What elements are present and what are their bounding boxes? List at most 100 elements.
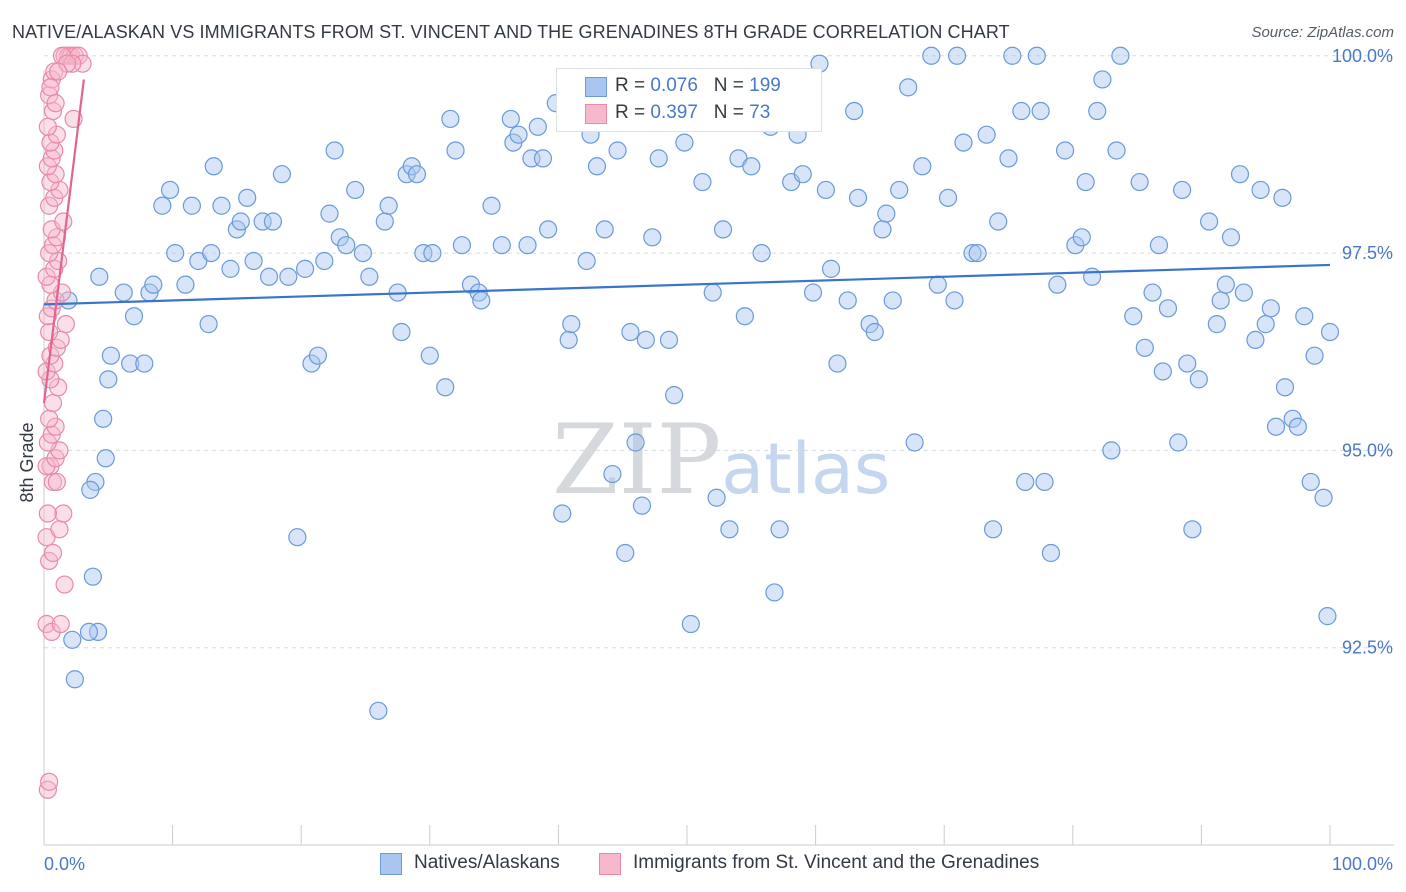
natives-point [1275,378,1295,397]
natives-point [420,346,439,365]
natives-point [96,449,115,468]
natives-point [595,220,614,239]
r-value: 0.076 [650,75,698,96]
natives-point [1320,322,1340,342]
y-tick-label: 95.0% [1342,440,1393,460]
natives-point [1207,315,1226,334]
natives-point [212,196,231,215]
natives-point [1048,275,1067,294]
x-tick-label: 0.0% [44,854,85,874]
watermark-zip: ZIP [552,404,722,516]
natives-point [720,520,739,539]
natives-point [81,480,100,499]
natives-point [1169,433,1188,452]
immigrants-point [43,393,63,413]
natives-point [1314,488,1333,507]
natives-point [983,520,1003,539]
natives-point [1246,330,1265,350]
watermark-atlas: atlas [721,428,891,510]
natives-point [272,165,292,184]
natives-point [713,220,733,239]
stats-legend: R = 0.076 N = 199 R = 0.397 N = 73 [556,68,822,132]
natives-point [1016,472,1035,492]
y-tick-label: 92.5% [1342,638,1393,658]
immigrants-point [40,322,59,342]
natives-point [1027,46,1046,65]
natives-point [977,125,996,144]
natives-point [873,220,892,239]
legend-label-immigrants: Immigrants from St. Vincent and the Gren… [633,852,1040,873]
natives-point [288,528,307,547]
natives-point [1135,338,1154,357]
natives-point [1230,165,1250,184]
natives-point [1158,299,1178,318]
natives-point [938,188,958,207]
natives-point [441,109,460,129]
natives-point [1234,283,1253,302]
chart-title: NATIVE/ALASKAN VS IMMIGRANTS FROM ST. VI… [12,22,1010,42]
natives-point [238,188,257,207]
natives-point [221,259,240,278]
natives-point [803,283,823,302]
natives-points [59,46,1340,720]
natives-point [325,141,344,160]
natives-point [890,180,909,200]
legend-swatch-pink [585,104,607,124]
natives-point [369,701,388,720]
immigrants-point [38,117,57,136]
natives-point [577,251,596,271]
y-tick-label: 97.5% [1342,243,1393,263]
immigrants-point [38,504,57,523]
natives-trend-line [43,263,1331,306]
natives-point [865,322,884,342]
natives-point [913,157,932,176]
natives-point [883,291,902,310]
natives-point [899,78,918,97]
natives-point [1130,172,1149,192]
natives-point [632,496,652,515]
natives-point [707,488,726,507]
immigrants-point [63,54,82,73]
immigrants-point [46,94,65,113]
natives-point [603,464,622,484]
natives-point [1111,46,1130,65]
natives-point [1200,212,1219,231]
natives-point [1189,370,1208,389]
watermark: ZIPatlas [552,404,890,516]
natives-point [1072,228,1091,247]
natives-point [1035,472,1054,492]
natives-point [608,141,627,160]
r-value: 0.397 [650,102,698,123]
r-label: R = [615,102,651,123]
natives-point [509,125,528,144]
legend-label-natives: Natives/Alaskans [414,852,560,873]
immigrants-point [56,315,75,334]
immigrants-point [40,772,59,791]
natives-point [166,243,185,263]
natives-point [1055,141,1075,160]
immigrants-point [73,54,92,73]
natives-point [999,149,1018,168]
natives-point [1102,441,1121,460]
natives-point [1211,291,1230,310]
natives-point [482,196,501,215]
natives-point [616,543,635,563]
natives-point [905,433,924,452]
natives-point [423,243,442,263]
natives-point [379,196,398,215]
y-tick-label: 100.0% [1332,46,1393,66]
natives-point [528,117,547,136]
natives-point [793,165,812,184]
natives-point [244,251,263,271]
natives-point [1149,236,1169,255]
natives-point [877,204,896,223]
natives-point [703,283,722,302]
legend-immigrants-stats: R = 0.397 N = 73 [615,102,781,124]
immigrants-point [43,472,63,492]
natives-point [153,196,172,215]
natives-point [1216,275,1235,294]
natives-point [90,267,109,286]
natives-point [752,243,771,263]
natives-point [353,243,373,263]
natives-point [1178,354,1197,373]
